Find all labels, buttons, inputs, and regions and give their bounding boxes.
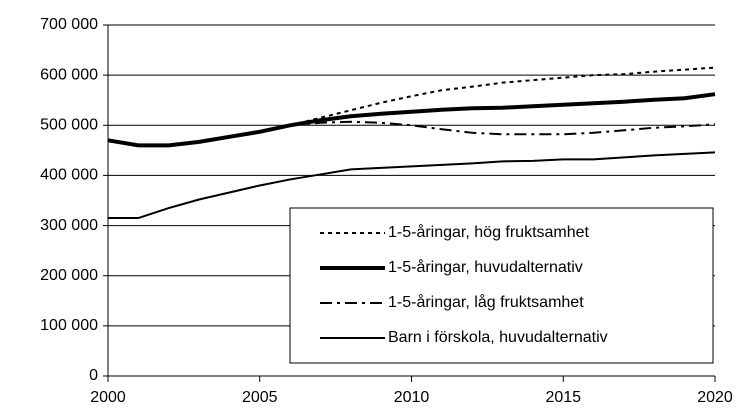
y-tick-label: 600 000 [40, 66, 98, 83]
legend-label: Barn i förskola, huvudalternativ [388, 329, 608, 346]
legend-label: 1-5-åringar, hög fruktsamhet [388, 223, 590, 241]
legend-label: 1-5-åringar, låg fruktsamhet [388, 293, 584, 311]
y-tick-label: 700 000 [40, 16, 98, 33]
series-line [107, 92, 716, 148]
y-tick-label: 200 000 [40, 267, 98, 284]
y-tick-label: 100 000 [40, 317, 98, 334]
y-tick-label: 400 000 [40, 167, 98, 184]
x-tick-label: 2000 [90, 389, 126, 406]
x-tick-label: 2010 [394, 389, 430, 406]
x-tick-label: 2020 [697, 389, 733, 406]
y-tick-label: 300 000 [40, 217, 98, 234]
series-line [108, 151, 716, 220]
x-tick-label: 2005 [242, 389, 278, 406]
series-line [289, 66, 716, 127]
y-tick-label: 500 000 [40, 117, 98, 134]
series-line [290, 120, 716, 136]
x-tick-label: 2015 [545, 389, 581, 406]
y-tick-label: 0 [89, 367, 98, 384]
legend-label: 1-5-åringar, huvudalternativ [388, 258, 583, 276]
